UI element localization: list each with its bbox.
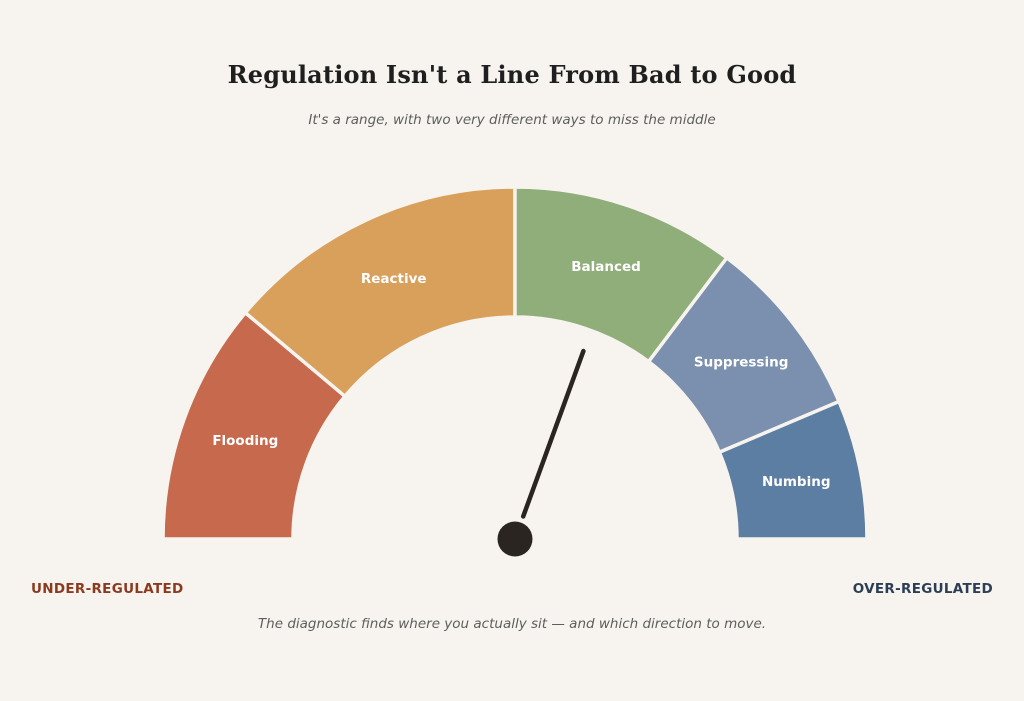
- page-title: Regulation Isn't a Line From Bad to Good: [227, 60, 797, 89]
- gauge-segment-numbing: [717, 399, 869, 541]
- page-subtitle: It's a range, with two very different wa…: [308, 112, 716, 128]
- gauge-label-flooding: Flooding: [212, 433, 278, 449]
- under-regulated-label: UNDER-REGULATED: [31, 581, 184, 597]
- gauge-needle-hub: [497, 521, 533, 557]
- over-regulated-label: OVER-REGULATED: [852, 581, 993, 597]
- gauge-segments: [161, 185, 869, 541]
- gauge-needle: [520, 348, 586, 519]
- gauge-label-balanced: Balanced: [571, 259, 641, 275]
- diagnostic-footnote: The diagnostic finds where you actually …: [257, 616, 767, 632]
- gauge-labels: Flooding Reactive Balanced Suppressing Numbi…: [212, 259, 830, 490]
- gauge-label-suppressing: Suppressing: [694, 354, 788, 370]
- gauge-label-numbing: Numbing: [762, 474, 831, 490]
- gauge-label-reactive: Reactive: [361, 271, 427, 287]
